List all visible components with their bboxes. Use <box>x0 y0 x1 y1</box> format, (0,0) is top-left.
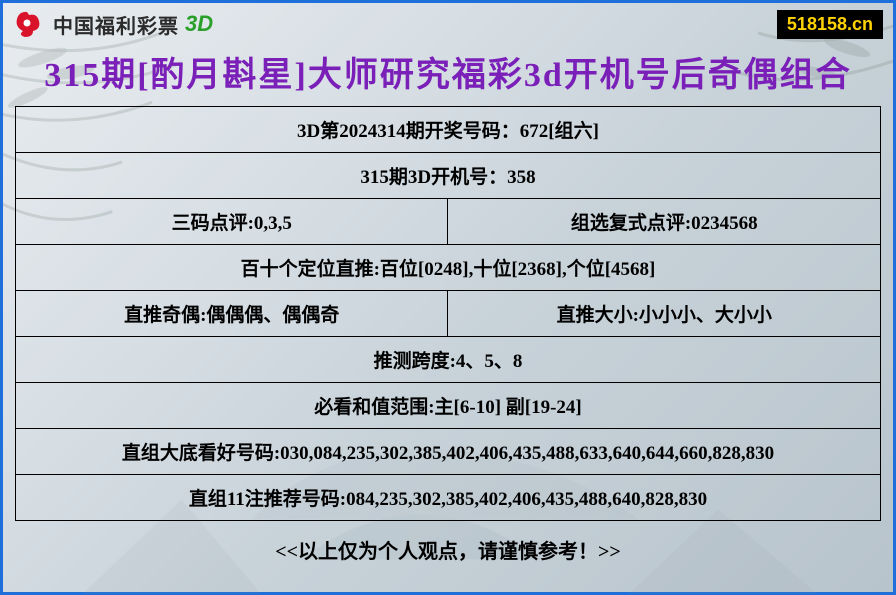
cell-draw-result: 3D第2024314期开奖号码：672[组六] <box>16 107 881 153</box>
brand-3d-suffix: 3D <box>185 11 213 37</box>
prediction-table: 3D第2024314期开奖号码：672[组六] 315期3D开机号：358 三码… <box>15 106 881 521</box>
table-row: 3D第2024314期开奖号码：672[组六] <box>16 107 881 153</box>
footer-disclaimer: <<以上仅为个人观点，请谨慎参考！>> <box>3 521 893 564</box>
cell-sum-range: 必看和值范围:主[6-10] 副[19-24] <box>16 383 881 429</box>
cell-base-numbers: 直组大底看好号码:030,084,235,302,385,402,406,435… <box>16 429 881 475</box>
table-row: 直组大底看好号码:030,084,235,302,385,402,406,435… <box>16 429 881 475</box>
cell-11-picks: 直组11注推荐号码:084,235,302,385,402,406,435,48… <box>16 475 881 521</box>
table-row: 直组11注推荐号码:084,235,302,385,402,406,435,48… <box>16 475 881 521</box>
page-title: 315期[酌月斟星]大师研究福彩3d开机号后奇偶组合 <box>3 41 893 106</box>
brand: 中国福利彩票 3D <box>13 9 213 39</box>
table-row: 推测跨度:4、5、8 <box>16 337 881 383</box>
table-row: 必看和值范围:主[6-10] 副[19-24] <box>16 383 881 429</box>
brand-text: 中国福利彩票 <box>53 10 179 39</box>
cell-span: 推测跨度:4、5、8 <box>16 337 881 383</box>
table-row: 直推奇偶:偶偶偶、偶偶奇 直推大小:小小小、大小小 <box>16 291 881 337</box>
cell-combo-select: 组选复式点评:0234568 <box>448 199 881 245</box>
top-bar: 中国福利彩票 3D 518158.cn <box>3 3 893 41</box>
table-row: 315期3D开机号：358 <box>16 153 881 199</box>
page-frame: 中国福利彩票 3D 518158.cn 315期[酌月斟星]大师研究福彩3d开机… <box>0 0 896 595</box>
table-row: 百十个定位直推:百位[0248],十位[2368],个位[4568] <box>16 245 881 291</box>
lottery-logo-icon <box>13 9 47 39</box>
cell-machine-number: 315期3D开机号：358 <box>16 153 881 199</box>
cell-big-small: 直推大小:小小小、大小小 <box>448 291 881 337</box>
cell-three-code: 三码点评:0,3,5 <box>16 199 448 245</box>
cell-odd-even: 直推奇偶:偶偶偶、偶偶奇 <box>16 291 448 337</box>
site-badge: 518158.cn <box>777 10 883 39</box>
cell-position-push: 百十个定位直推:百位[0248],十位[2368],个位[4568] <box>16 245 881 291</box>
table-row: 三码点评:0,3,5 组选复式点评:0234568 <box>16 199 881 245</box>
